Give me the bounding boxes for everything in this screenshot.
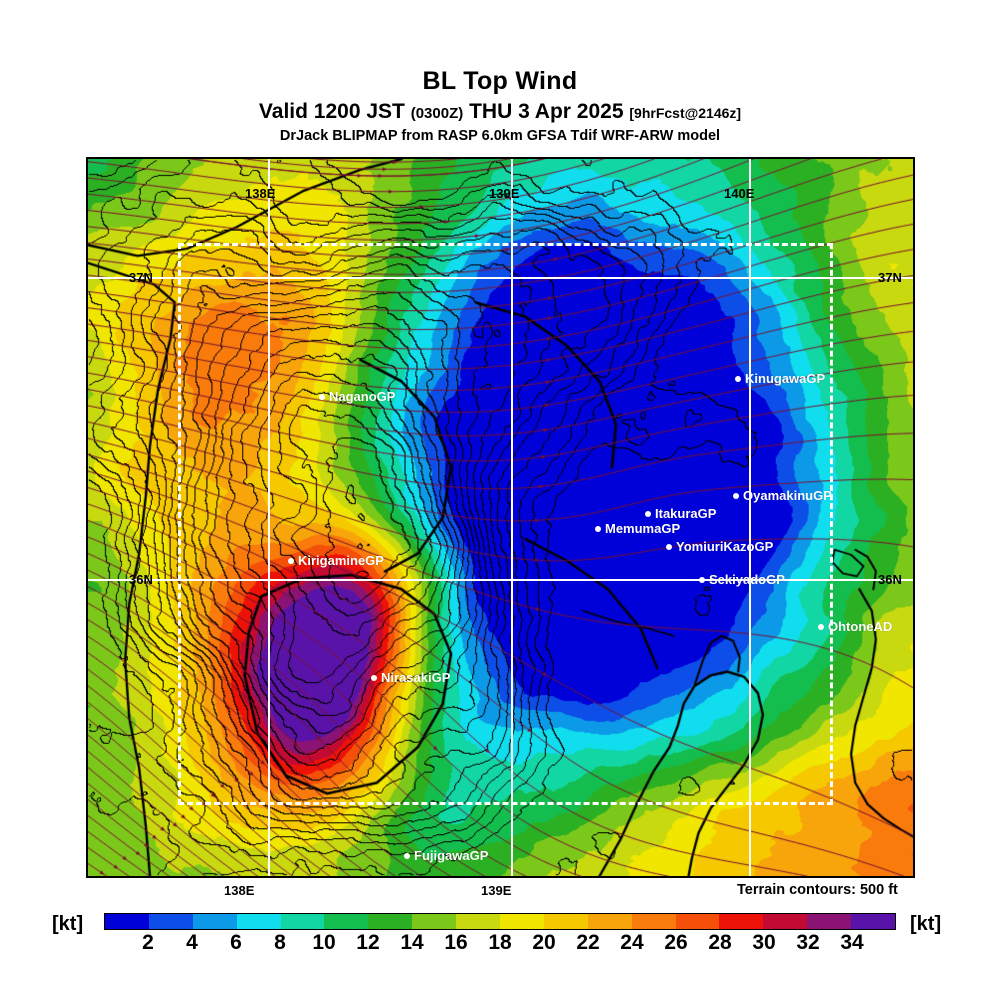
colorbar-tick-labels: 2 4 6 8 10 12 14 16 18 20 22 24 26 28 30 32 34 (104, 932, 896, 956)
weather-map[interactable]: 138E 139E 140E 37N 37N 36N 36N NaganoGP Kinugaw… (86, 157, 915, 878)
grid-label-37n-3: 37N (129, 270, 153, 285)
colorbar-tick-2: 2 (142, 931, 154, 954)
colorbar-tick-26: 26 (664, 931, 688, 954)
station-label: YomiuriKazoGP (676, 539, 774, 554)
colorbar-tick-20: 20 (532, 931, 556, 954)
colorbar-cell-5 (324, 914, 369, 929)
page-title: BL Top Wind (422, 67, 578, 95)
station-dot-icon (733, 492, 739, 499)
colorbar-cell-0 (105, 914, 149, 929)
model-description: DrJack BLIPMAP from RASP 6.0km GFSA Tdif… (279, 128, 721, 144)
station-marker-ohtonead[interactable]: OhtoneAD (818, 620, 892, 633)
station-marker-oyamakinugp[interactable]: OyamakinuGP (733, 489, 832, 502)
colorbar-tick-30: 30 (752, 931, 776, 954)
station-dot-icon (699, 576, 705, 583)
axis-label-138e: 138E (224, 883, 255, 898)
station-label: OyamakinuGP (743, 488, 832, 503)
colorbar-cell-1 (148, 914, 193, 929)
colorbar-cell-14 (719, 914, 764, 929)
colorbar-tick-4: 4 (186, 931, 198, 954)
station-dot-icon (645, 510, 651, 517)
header: BL Top Wind Valid 1200 JST (0300Z) THU 3… (0, 0, 1000, 144)
colorbar-cell-13 (675, 914, 720, 929)
colorbar-tick-16: 16 (444, 931, 468, 954)
colorbar-unit-left: [kt] (52, 913, 84, 935)
colorbar-cell-11 (587, 914, 632, 929)
grid-label-37n-4: 37N (878, 270, 902, 285)
grid-label-138e-0: 138E (245, 186, 276, 201)
grid-label-36n-6: 36N (878, 572, 902, 587)
station-dot-icon (319, 393, 325, 400)
colorbar-cell-7 (412, 914, 457, 929)
colorbar-tick-14: 14 (400, 931, 424, 954)
colorbar-tick-28: 28 (708, 931, 732, 954)
colorbar-gradient (104, 913, 896, 930)
axis-label-139e: 139E (481, 883, 512, 898)
station-label: SekiyadoGP (709, 572, 785, 587)
grid-label-139e-1: 139E (489, 186, 520, 201)
valid-date: THU 3 Apr 2025 (469, 100, 624, 123)
station-label: KirigamineGP (298, 553, 384, 568)
colorbar-tick-18: 18 (488, 931, 512, 954)
station-label: MemumaGP (605, 521, 681, 536)
colorbar-tick-24: 24 (620, 931, 644, 954)
valid-time-line: Valid 1200 JST (0300Z) THU 3 Apr 2025 [9… (0, 101, 1000, 122)
colorbar-legend: [kt] 2 4 6 8 10 12 14 16 18 20 22 24 26 28 30 32 34 [kt] (0, 908, 1000, 958)
station-marker-yomiurikazogp[interactable]: YomiuriKazoGP (666, 540, 773, 553)
station-marker-itakuragp[interactable]: ItakuraGP (645, 507, 716, 520)
station-label: NaganoGP (329, 389, 396, 404)
wind-field-canvas (88, 159, 913, 876)
colorbar-tick-34: 34 (840, 931, 864, 954)
station-marker-kirigaminegp[interactable]: KirigamineGP (288, 554, 384, 567)
colorbar-tick-6: 6 (230, 931, 242, 954)
station-dot-icon (666, 543, 672, 550)
colorbar-cell-10 (543, 914, 588, 929)
colorbar-cell-12 (631, 914, 676, 929)
grid-label-36n-5: 36N (129, 572, 153, 587)
station-dot-icon (371, 674, 377, 681)
valid-time-utc: (0300Z) (410, 105, 464, 122)
station-label: KinugawaGP (745, 371, 826, 386)
colorbar-cell-2 (192, 914, 237, 929)
station-marker-fujigawagp[interactable]: FujigawaGP (404, 849, 488, 862)
colorbar-tick-8: 8 (274, 931, 286, 954)
terrain-contour-note: Terrain contours: 500 ft (737, 882, 898, 898)
colorbar-tick-22: 22 (576, 931, 600, 954)
station-label: OhtoneAD (828, 619, 893, 634)
station-dot-icon (735, 375, 741, 382)
colorbar-unit-right: [kt] (910, 913, 942, 935)
colorbar-tick-12: 12 (356, 931, 380, 954)
station-dot-icon (288, 557, 294, 564)
station-marker-kinugawagp[interactable]: KinugawaGP (735, 372, 825, 385)
colorbar-cell-8 (456, 914, 501, 929)
station-label: ItakuraGP (655, 506, 717, 521)
station-label: FujigawaGP (414, 848, 489, 863)
grid-label-140e-2: 140E (724, 186, 755, 201)
colorbar-cell-6 (368, 914, 413, 929)
station-dot-icon (404, 852, 410, 859)
colorbar-cell-16 (807, 914, 852, 929)
colorbar-cell-15 (763, 914, 808, 929)
station-dot-icon (818, 623, 824, 630)
station-marker-sekiyadogp[interactable]: SekiyadoGP (699, 573, 785, 586)
station-dot-icon (595, 525, 601, 532)
colorbar-cell-17 (851, 914, 896, 929)
colorbar-cell-3 (236, 914, 281, 929)
colorbar-cell-9 (500, 914, 544, 929)
station-label: NirasakiGP (381, 670, 451, 685)
colorbar-tick-32: 32 (796, 931, 820, 954)
colorbar-cell-4 (280, 914, 325, 929)
colorbar-tick-10: 10 (312, 931, 336, 954)
forecast-tag: [9hrFcst@2146z] (629, 105, 742, 121)
station-marker-nirasakigp[interactable]: NirasakiGP (371, 671, 450, 684)
valid-time-jst: Valid 1200 JST (258, 100, 405, 123)
station-marker-naganogp[interactable]: NaganoGP (319, 390, 395, 403)
station-marker-memumagp[interactable]: MemumaGP (595, 522, 680, 535)
